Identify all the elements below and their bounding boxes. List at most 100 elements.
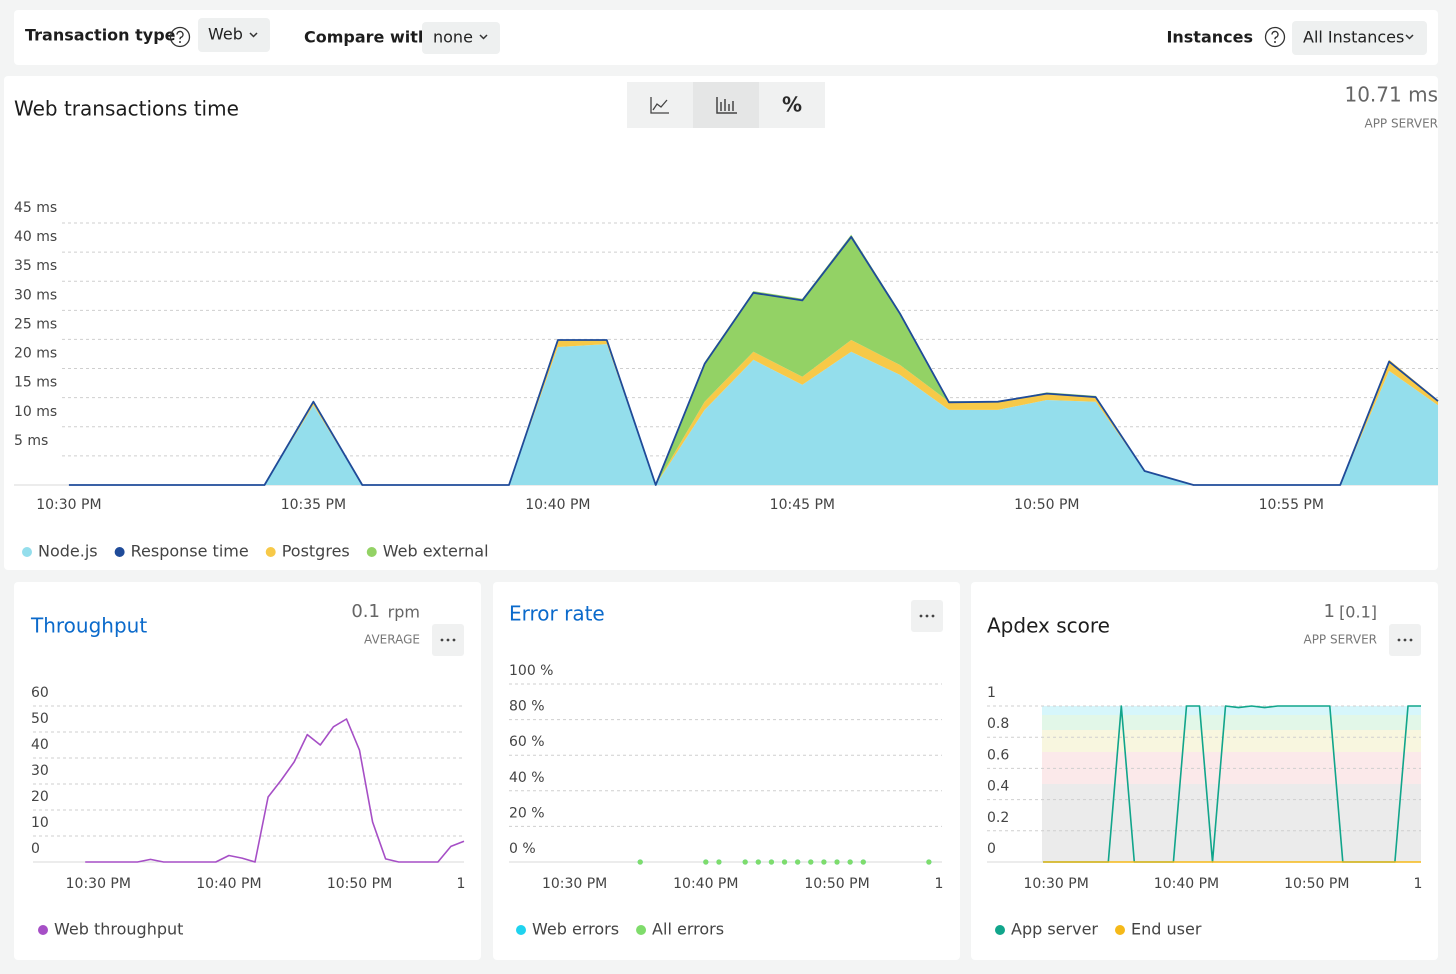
x-tick-label: 10:45 PM xyxy=(770,497,835,513)
chart-title[interactable]: Error rate xyxy=(509,602,605,626)
main-card xyxy=(4,76,1438,570)
y-tick-label: 60 xyxy=(31,685,49,701)
chart-title: Apdex score xyxy=(987,614,1110,638)
chart-title[interactable]: Throughput xyxy=(30,614,147,638)
data-point xyxy=(860,859,866,865)
legend-swatch xyxy=(516,925,526,935)
chevron xyxy=(1405,34,1414,40)
legend-label: App server xyxy=(1011,920,1098,939)
bar-icon xyxy=(716,97,737,114)
apdex-band-good xyxy=(1042,715,1421,730)
data-point xyxy=(795,859,801,865)
y-tick-label: 20 xyxy=(31,789,49,805)
apdex-band-fair xyxy=(1042,730,1421,752)
y-tick-label: 40 ms xyxy=(14,229,57,245)
y-tick-label: 0 % xyxy=(509,841,536,857)
instances-dropdown[interactable] xyxy=(1292,21,1427,55)
total-line xyxy=(68,236,1439,486)
legend-swatch xyxy=(114,547,125,557)
stacked-view-button[interactable] xyxy=(693,82,759,128)
y-tick-label: 0.4 xyxy=(987,779,1009,795)
data-point xyxy=(847,859,853,865)
help-icon[interactable] xyxy=(169,26,191,48)
data-point xyxy=(808,859,814,865)
legend-label: Web errors xyxy=(532,920,619,939)
legend-swatch xyxy=(636,925,647,935)
x-tick-label: 1 xyxy=(1414,876,1423,892)
y-tick-label: 0.2 xyxy=(987,810,1009,826)
x-tick-label: 10:40 PM xyxy=(525,497,590,513)
more-button[interactable] xyxy=(432,624,464,656)
x-tick-label: 10:30 PM xyxy=(542,876,607,892)
y-tick-label: 20 ms xyxy=(14,346,57,362)
area-view-button[interactable] xyxy=(627,82,693,128)
transaction-type-dropdown[interactable] xyxy=(198,18,270,52)
y-tick-label: 20 % xyxy=(509,805,545,821)
y-tick-label: 25 ms xyxy=(14,316,57,332)
x-tick-label: 10:35 PM xyxy=(281,497,346,513)
y-tick-label: 0 xyxy=(31,841,40,857)
y-tick-label: 10 xyxy=(31,815,49,831)
legend-label: End user xyxy=(1131,920,1202,939)
summary-value: 1 xyxy=(1324,601,1335,622)
x-tick-label: 10:50 PM xyxy=(327,876,392,892)
legend-label: All errors xyxy=(652,920,724,939)
transaction-type-value: Web xyxy=(208,25,243,44)
chart-title: Web transactions time xyxy=(14,97,239,121)
x-tick-label: 1 xyxy=(935,876,944,892)
summary-value: 10.71 ms xyxy=(1344,83,1438,107)
legend-label: Web external xyxy=(383,542,489,561)
instances-value: All Instances xyxy=(1303,28,1404,47)
help-icon[interactable] xyxy=(1264,26,1286,48)
legend-swatch xyxy=(1115,925,1125,935)
legend-swatch xyxy=(265,547,276,557)
legend-label: Postgres xyxy=(282,542,350,561)
y-tick-label: 50 xyxy=(31,711,49,727)
data-point xyxy=(834,859,840,865)
y-tick-label: 35 ms xyxy=(14,258,57,274)
data-point xyxy=(637,859,643,865)
legend-swatch xyxy=(995,925,1005,935)
more-button[interactable] xyxy=(1389,624,1421,656)
compare-value: none xyxy=(433,28,473,47)
instances-label: Instances xyxy=(1166,28,1253,47)
series-line xyxy=(85,718,465,863)
legend-swatch xyxy=(22,547,32,557)
more-button[interactable] xyxy=(911,600,943,632)
area-segment xyxy=(68,344,1438,485)
summary-label: AVERAGE xyxy=(364,633,420,647)
x-tick-label: 10:40 PM xyxy=(196,876,261,892)
legend-label: Node.js xyxy=(38,542,98,561)
legend-swatch xyxy=(366,547,377,557)
y-tick-label: 15 ms xyxy=(14,375,57,391)
data-point xyxy=(716,859,722,865)
data-point xyxy=(781,859,788,865)
x-tick-label: 10:30 PM xyxy=(36,497,101,513)
y-tick-label: 0 xyxy=(987,841,996,857)
data-point xyxy=(703,859,709,865)
y-tick-label: 10 ms xyxy=(14,404,57,420)
x-tick-label: 10:50 PM xyxy=(1014,497,1079,513)
data-point xyxy=(742,859,748,865)
compare-dropdown[interactable] xyxy=(422,22,500,54)
chevron xyxy=(249,32,258,38)
area-icon xyxy=(650,97,669,114)
legend-swatch xyxy=(38,925,48,935)
chevron xyxy=(479,34,488,40)
legend-label: Web throughput xyxy=(54,920,183,939)
summary-label: APP SERVER xyxy=(1303,633,1377,647)
y-tick-label: 1 xyxy=(987,685,996,701)
y-tick-label: 0.8 xyxy=(987,716,1009,732)
y-tick-label: 45 ms xyxy=(14,200,57,216)
y-tick-label: 30 xyxy=(31,763,49,779)
toolbar-card xyxy=(14,10,1438,65)
percent-icon: % xyxy=(782,93,802,117)
apdex-band-unacceptable xyxy=(1042,784,1421,862)
x-tick-label: 10:30 PM xyxy=(1023,876,1088,892)
percent-view-button[interactable] xyxy=(759,82,825,128)
y-tick-label: 60 % xyxy=(509,734,545,750)
legend-label: Response time xyxy=(131,542,249,561)
data-point xyxy=(768,859,775,865)
data-point xyxy=(926,859,932,865)
